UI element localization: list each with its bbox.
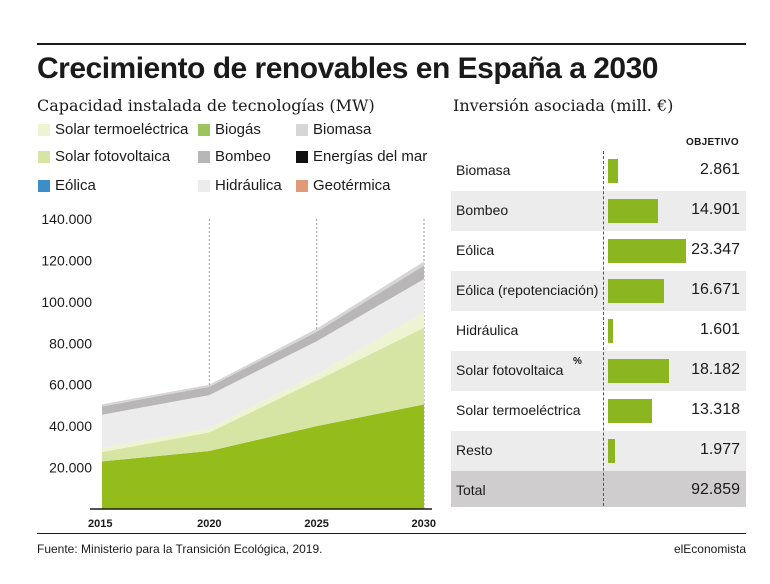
- value-bar: [608, 359, 669, 383]
- row-label: Bombeo: [456, 202, 509, 218]
- table-row: Bombeo 14.901: [451, 191, 746, 231]
- legend-label: Eólica: [55, 177, 96, 194]
- page-title: Crecimiento de renovables en España a 20…: [37, 52, 658, 85]
- value-bar: [608, 279, 664, 303]
- row-label: Resto: [456, 442, 493, 458]
- value-bar: [608, 199, 658, 223]
- table-row: Hidráulica 1.601: [451, 311, 746, 351]
- percent-mark: %: [573, 356, 582, 367]
- row-label: Solar fotovoltaica: [456, 362, 564, 378]
- legend-item: Solar termoeléctrica: [38, 121, 188, 138]
- area-chart: 20.000 40.000 60.000 80.000 100.000 120.000 14…: [41, 211, 436, 530]
- value-bar: [608, 239, 686, 263]
- table-row: Biomasa 2.861: [451, 151, 746, 191]
- x-tick-label: 2015: [88, 518, 112, 530]
- row-label: Solar termoeléctrica: [456, 402, 581, 418]
- legend-item: Biomasa: [296, 121, 371, 138]
- legend-label: Biogás: [215, 121, 261, 138]
- legend-item: Hidráulica: [198, 177, 282, 194]
- row-value: 13.318: [691, 401, 740, 418]
- chart-axes: 20.000 40.000 60.000 80.000 100.000 120.000 14…: [41, 211, 436, 530]
- legend-label: Biomasa: [313, 121, 372, 138]
- table-row: Eólica 23.347: [451, 231, 746, 271]
- row-value: 1.977: [699, 441, 740, 458]
- row-value: 2.861: [699, 161, 740, 178]
- area-series: [102, 404, 424, 509]
- legend-swatch: [296, 123, 308, 136]
- legend-label: Hidráulica: [215, 177, 282, 194]
- value-bar: [608, 439, 615, 463]
- legend-label: Bombeo: [215, 148, 271, 165]
- x-tick-label: 2025: [304, 518, 328, 530]
- chart-areas: [102, 261, 424, 509]
- top-rule: [37, 43, 746, 45]
- brand-name: elEconomista: [673, 542, 746, 556]
- legend-swatch: [198, 179, 210, 192]
- legend-swatch: [296, 150, 308, 163]
- total-value: 92.859: [691, 481, 740, 498]
- source-note: Fuente: Ministerio para la Transición Ec…: [37, 542, 323, 556]
- legend-item: Solar fotovoltaica: [38, 148, 170, 165]
- objective-header: OBJETIVO: [686, 137, 739, 148]
- row-value: 16.671: [691, 281, 740, 298]
- row-value: 18.182: [691, 361, 740, 378]
- legend-item: Energías del mar: [296, 148, 427, 165]
- legend-label: Solar termoeléctrica: [55, 121, 189, 138]
- legend-item: Biogás: [198, 121, 261, 138]
- table-row: Resto 1.977: [451, 431, 746, 471]
- bottom-rule: [37, 533, 746, 534]
- total-label: Total: [456, 482, 486, 498]
- value-bar: [608, 319, 613, 343]
- legend-swatch: [38, 123, 50, 136]
- row-label: Eólica: [456, 242, 495, 258]
- area-series: [102, 279, 424, 448]
- value-bar: [608, 159, 618, 183]
- row-value: 14.901: [691, 201, 740, 218]
- table-divider: [603, 151, 604, 506]
- legend-swatch: [198, 150, 210, 163]
- total-row: Total 92.859: [451, 471, 746, 507]
- investment-subtitle: Inversión asociada (mill. €): [453, 96, 674, 115]
- table-row: Solar fotovoltaica% 18.182: [451, 351, 746, 391]
- table-row: Eólica (repotenciación) 16.671: [451, 271, 746, 311]
- area-series: [102, 327, 424, 462]
- y-tick-label: 60.000: [49, 377, 92, 393]
- legend-swatch: [296, 179, 308, 192]
- legend-label: Energías del mar: [313, 148, 428, 165]
- legend-swatch: [198, 123, 210, 136]
- row-label: Eólica (repotenciación): [456, 282, 599, 298]
- x-tick-label: 2030: [412, 518, 436, 530]
- row-label: Hidráulica: [456, 322, 519, 338]
- y-tick-label: 120.000: [41, 252, 92, 268]
- chart-subtitle: Capacidad instalada de tecnologías (MW): [37, 96, 375, 115]
- x-tick-label: 2020: [197, 518, 221, 530]
- value-bar: [608, 399, 652, 423]
- legend-item: Geotérmica: [296, 177, 391, 194]
- legend-item: Eólica: [38, 177, 96, 194]
- row-label: Biomasa: [456, 162, 511, 178]
- y-tick-label: 40.000: [49, 418, 92, 434]
- y-tick-label: 140.000: [41, 211, 92, 227]
- legend-label: Solar fotovoltaica: [55, 148, 171, 165]
- legend-label: Geotérmica: [313, 177, 391, 194]
- row-value: 23.347: [691, 241, 740, 258]
- y-tick-label: 80.000: [49, 335, 92, 351]
- legend-swatch: [38, 150, 50, 163]
- table-row: Solar termoeléctrica 13.318: [451, 391, 746, 431]
- legend-item: Bombeo: [198, 148, 271, 165]
- legend-swatch: [38, 179, 50, 192]
- row-value: 1.601: [699, 321, 740, 338]
- y-tick-label: 100.000: [41, 294, 92, 310]
- y-tick-label: 20.000: [49, 460, 92, 476]
